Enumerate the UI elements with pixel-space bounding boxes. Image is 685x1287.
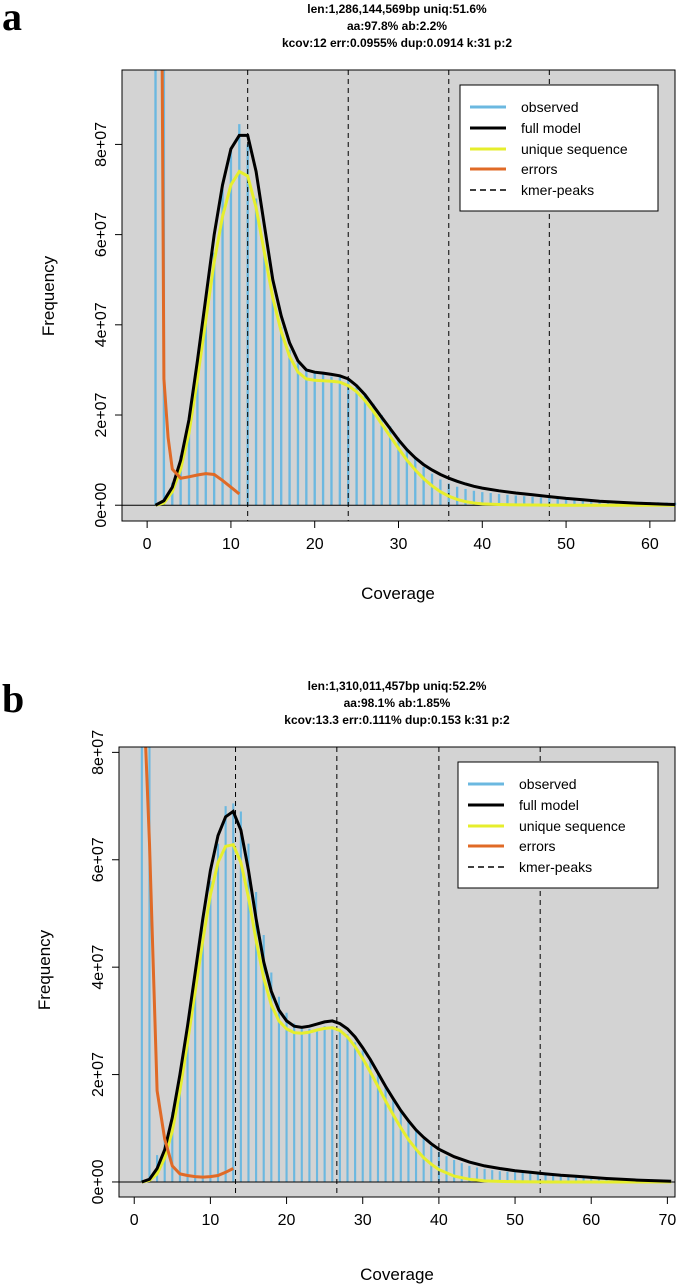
unique-sequence-line [155,169,675,507]
x-tick-label: 50 [506,1212,524,1229]
x-tick-label: 60 [582,1212,600,1229]
legend-label-unique-sequence: unique sequence [519,818,626,834]
legend-label-kmer-peaks: kmer-peaks [521,182,594,198]
errors-line [160,69,241,496]
legend-label-observed: observed [521,99,579,115]
y-axis-title: Frequency [39,255,58,336]
x-tick-label: 30 [354,1212,372,1229]
legend-label-errors: errors [519,838,556,854]
y-tick-label: 6e+07 [90,837,107,882]
x-tick-label: 30 [390,536,408,553]
x-tick-label: 10 [222,536,240,553]
legend-label-unique-sequence: unique sequence [521,141,628,157]
y-tick-label: 2e+07 [93,392,110,437]
full-model-line [154,133,676,507]
x-tick-label: 40 [430,1212,448,1229]
y-tick-label: 2e+07 [90,1052,107,1097]
subtitle-line-1: len:1,286,144,569bp uniq:51.6% [307,2,487,16]
y-tick-label: 0e+00 [93,483,110,528]
observed-bars [140,747,669,1182]
x-tick-label: 40 [473,536,491,553]
panel-a: a len:1,286,144,569bp uniq:51.6% aa:97.8… [2,0,677,603]
legend-label-errors: errors [521,161,558,177]
subtitle-line-3: kcov:12 err:0.0955% dup:0.0914 k:31 p:2 [282,36,512,50]
subtitle-line-2: aa:98.1% ab:1.85% [344,696,451,710]
x-tick-label: 10 [201,1212,219,1229]
y-tick-label: 4e+07 [90,945,107,990]
unique-sequence-line [141,842,672,1184]
y-tick-label: 6e+07 [93,212,110,257]
subtitle-line-2: aa:97.8% ab:2.2% [347,19,447,33]
subtitle-line-3: kcov:13.3 err:0.111% dup:0.153 k:31 p:2 [284,713,510,727]
legend-label-full-model: full model [519,797,579,813]
legend-label-observed: observed [519,776,577,792]
legend-label-full-model: full model [521,120,581,136]
y-axis: 0e+00 2e+07 4e+07 6e+07 8e+07 [90,730,120,1204]
x-tick-label: 60 [641,536,659,553]
y-axis-title: Frequency [35,929,54,1010]
panel-b: b len:1,310,011,457bp uniq:52.2% aa:98.1… [2,676,676,1284]
x-tick-label: 20 [278,1212,296,1229]
y-tick-label: 8e+07 [90,730,107,775]
x-tick-label: 0 [143,536,152,553]
x-axis-title: Coverage [361,584,435,603]
x-tick-label: 50 [557,536,575,553]
y-tick-label: 4e+07 [93,302,110,347]
y-tick-label: 0e+00 [90,1159,107,1204]
full-model-line [141,809,672,1184]
y-tick-label: 8e+07 [93,122,110,167]
x-axis: 0 10 20 30 40 50 60 70 [130,1196,676,1229]
observed-bars [154,70,677,506]
x-tick-label: 20 [306,536,324,553]
x-tick-label: 0 [130,1212,139,1229]
y-axis: 0e+00 2e+07 4e+07 6e+07 8e+07 [93,122,123,528]
subtitle-line-1: len:1,310,011,457bp uniq:52.2% [308,679,487,693]
x-axis: 0 10 20 30 40 50 60 [143,520,659,553]
legend-label-kmer-peaks: kmer-peaks [519,859,592,875]
panel-label-b: b [2,676,24,721]
x-axis-title: Coverage [360,1265,434,1284]
errors-line [144,746,234,1179]
x-tick-label: 70 [658,1212,676,1229]
panel-label-a: a [2,0,22,39]
